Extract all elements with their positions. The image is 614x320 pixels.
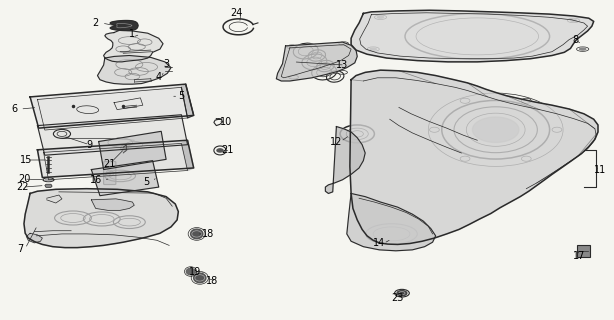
Text: 6: 6	[11, 104, 17, 114]
Text: 8: 8	[572, 35, 578, 44]
Text: 13: 13	[336, 60, 349, 70]
Polygon shape	[26, 233, 42, 243]
Polygon shape	[45, 179, 52, 181]
Polygon shape	[45, 184, 52, 188]
Text: 24: 24	[230, 8, 243, 19]
Text: 5: 5	[144, 177, 150, 187]
Polygon shape	[370, 48, 376, 50]
Polygon shape	[99, 131, 166, 170]
Text: 14: 14	[373, 238, 386, 248]
Polygon shape	[193, 273, 206, 283]
Text: 18: 18	[201, 229, 214, 239]
Text: 10: 10	[220, 117, 232, 127]
Text: 5: 5	[178, 91, 185, 101]
Polygon shape	[472, 117, 519, 142]
Text: 3: 3	[163, 60, 169, 69]
Polygon shape	[397, 291, 407, 296]
Polygon shape	[378, 16, 384, 18]
Polygon shape	[351, 10, 594, 62]
Text: 20: 20	[18, 174, 30, 184]
Polygon shape	[37, 140, 193, 178]
Text: 21: 21	[104, 159, 116, 169]
Polygon shape	[24, 189, 178, 248]
Polygon shape	[347, 194, 436, 251]
Polygon shape	[276, 42, 357, 81]
Text: 12: 12	[330, 137, 343, 147]
Polygon shape	[122, 148, 127, 151]
Text: 11: 11	[594, 165, 606, 175]
Text: 17: 17	[573, 251, 586, 260]
Text: 2: 2	[93, 18, 99, 28]
Text: 23: 23	[392, 293, 404, 303]
Polygon shape	[217, 149, 223, 152]
Text: 7: 7	[17, 244, 23, 253]
Text: 18: 18	[206, 276, 218, 286]
Polygon shape	[325, 126, 365, 194]
Text: 4: 4	[156, 72, 162, 82]
Text: 15: 15	[20, 155, 33, 165]
Polygon shape	[37, 115, 187, 155]
Polygon shape	[104, 30, 163, 62]
Text: 16: 16	[90, 175, 102, 185]
Text: 22: 22	[17, 182, 29, 192]
Polygon shape	[98, 55, 171, 84]
Polygon shape	[190, 229, 203, 239]
Polygon shape	[181, 140, 193, 171]
Polygon shape	[30, 84, 193, 128]
Bar	[577, 245, 590, 257]
Polygon shape	[186, 268, 195, 275]
Text: 21: 21	[221, 146, 233, 156]
Text: 9: 9	[87, 140, 93, 150]
Polygon shape	[580, 48, 586, 50]
Polygon shape	[91, 199, 134, 210]
Polygon shape	[111, 20, 138, 31]
Text: 1: 1	[130, 29, 136, 39]
Text: 19: 19	[189, 267, 201, 277]
Polygon shape	[181, 84, 193, 118]
Polygon shape	[570, 20, 577, 21]
Polygon shape	[350, 70, 598, 244]
Polygon shape	[91, 161, 159, 196]
FancyBboxPatch shape	[104, 162, 116, 185]
